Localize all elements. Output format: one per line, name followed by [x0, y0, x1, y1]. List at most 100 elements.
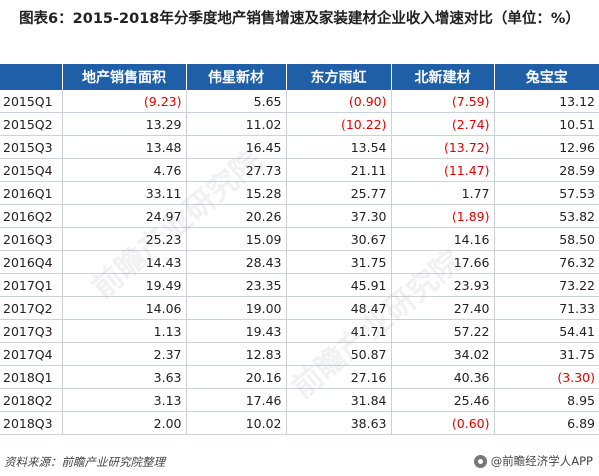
row-label: 2015Q1 [0, 90, 63, 113]
table-row: 2015Q3 13.48 16.45 13.54 (13.72) 12.96 [0, 135, 599, 159]
table-row: 2018Q1 3.63 20.16 27.16 40.36 (3.30) [0, 365, 599, 389]
table-cell: 1.13 [62, 319, 187, 343]
table-cell: 14.16 [391, 227, 495, 251]
table-cell: 25.23 [62, 227, 187, 251]
table-cell: 41.71 [286, 319, 392, 343]
table-cell: (3.30) [494, 365, 599, 389]
table-header-row: 地产销售面积 伟星新材 东方雨虹 北新建材 兔宝宝 [0, 64, 599, 90]
table-cell: 33.11 [62, 181, 187, 205]
table-cell: 15.09 [186, 227, 287, 251]
table-cell: 20.26 [186, 204, 287, 228]
table-cell: 54.41 [494, 319, 599, 343]
table-row: 2016Q4 14.43 28.43 31.75 17.66 76.32 [0, 250, 599, 274]
table-cell: 13.12 [494, 90, 599, 113]
table-row: 2017Q1 19.49 23.35 45.91 23.93 73.22 [0, 273, 599, 297]
table-cell: 12.96 [494, 135, 599, 159]
table-cell: 2.00 [62, 411, 187, 435]
table-row: 2017Q3 1.13 19.43 41.71 57.22 54.41 [0, 319, 599, 343]
table-cell: 40.36 [391, 365, 495, 389]
header-oriental-yuhong: 东方雨虹 [286, 64, 392, 90]
header-bnbm: 北新建材 [391, 64, 495, 90]
table-cell: 76.32 [494, 250, 599, 274]
table-row: 2016Q3 25.23 15.09 30.67 14.16 58.50 [0, 227, 599, 251]
table-cell: (13.72) [391, 135, 495, 159]
table-cell: 21.11 [286, 158, 392, 182]
table-cell: (1.89) [391, 204, 495, 228]
table-cell: 48.47 [286, 296, 392, 320]
row-label: 2016Q1 [0, 181, 63, 205]
table-cell: 10.51 [494, 112, 599, 136]
table-cell: 30.67 [286, 227, 392, 251]
table-body: 2015Q1 (9.23) 5.65 (0.90) (7.59) 13.12 2015Q2 1… [0, 90, 599, 435]
table-cell: (7.59) [391, 90, 495, 113]
table-cell: 11.02 [186, 112, 287, 136]
header-weixing-new-materials: 伟星新材 [186, 64, 287, 90]
table-cell: (10.22) [286, 112, 392, 136]
table-cell: 12.83 [186, 342, 287, 366]
table-row: 2015Q1 (9.23) 5.65 (0.90) (7.59) 13.12 [0, 90, 599, 113]
row-label: 2018Q2 [0, 388, 63, 412]
header-property-sales-area: 地产销售面积 [62, 64, 187, 90]
table-cell: 13.54 [286, 135, 392, 159]
data-table: 地产销售面积 伟星新材 东方雨虹 北新建材 兔宝宝 2015Q1 (9.23) 5.… [0, 64, 599, 435]
row-label: 2017Q1 [0, 273, 63, 297]
table-cell: (0.90) [286, 90, 392, 113]
table-cell: 27.40 [391, 296, 495, 320]
row-label: 2015Q4 [0, 158, 63, 182]
table-row: 2018Q2 3.13 17.46 31.84 25.46 8.95 [0, 388, 599, 412]
table-cell: 5.65 [186, 90, 287, 113]
table-cell: 58.50 [494, 227, 599, 251]
table-cell: 24.97 [62, 204, 187, 228]
table-cell: 25.46 [391, 388, 495, 412]
row-label: 2016Q2 [0, 204, 63, 228]
header-tubaobao: 兔宝宝 [494, 64, 599, 90]
table-cell: 27.73 [186, 158, 287, 182]
table-cell: 31.84 [286, 388, 392, 412]
row-label: 2015Q3 [0, 135, 63, 159]
table-cell: 34.02 [391, 342, 495, 366]
table-cell: 3.63 [62, 365, 187, 389]
table-cell: 10.02 [186, 411, 287, 435]
table-cell: 23.35 [186, 273, 287, 297]
row-label: 2016Q4 [0, 250, 63, 274]
row-label: 2017Q4 [0, 342, 63, 366]
table-cell: 19.49 [62, 273, 187, 297]
table-cell: 31.75 [494, 342, 599, 366]
table-cell: 14.43 [62, 250, 187, 274]
table-cell: 2.37 [62, 342, 187, 366]
table-cell: 73.22 [494, 273, 599, 297]
table-cell: 17.46 [186, 388, 287, 412]
table-cell: 3.13 [62, 388, 187, 412]
table-cell: 53.82 [494, 204, 599, 228]
table-cell: 14.06 [62, 296, 187, 320]
table-cell: 28.43 [186, 250, 287, 274]
table-cell: (11.47) [391, 158, 495, 182]
table-cell: (9.23) [62, 90, 187, 113]
table-cell: 28.59 [494, 158, 599, 182]
table-cell: 45.91 [286, 273, 392, 297]
table-cell: 15.28 [186, 181, 287, 205]
brand-credit: @前瞻经济学人APP [473, 453, 593, 469]
row-label: 2018Q1 [0, 365, 63, 389]
table-cell: 50.87 [286, 342, 392, 366]
table-cell: 31.75 [286, 250, 392, 274]
table-cell: 16.45 [186, 135, 287, 159]
table-cell: 13.48 [62, 135, 187, 159]
table-cell: 57.22 [391, 319, 495, 343]
brand-logo-icon [473, 454, 487, 468]
table-row: 2018Q3 2.00 10.02 38.63 (0.60) 6.89 [0, 411, 599, 435]
table-cell: 17.66 [391, 250, 495, 274]
table-cell: 19.43 [186, 319, 287, 343]
table-cell: 71.33 [494, 296, 599, 320]
table-cell: (0.60) [391, 411, 495, 435]
table-cell: 19.00 [186, 296, 287, 320]
table-row: 2017Q4 2.37 12.83 50.87 34.02 31.75 [0, 342, 599, 366]
chart-title: 图表6：2015-2018年分季度地产销售增速及家装建材企业收入增速对比（单位：… [19, 11, 580, 27]
table-cell: 4.76 [62, 158, 187, 182]
row-label: 2016Q3 [0, 227, 63, 251]
source-note: 资料来源：前瞻产业研究院整理 [4, 455, 165, 469]
brand-credit-text: @前瞻经济学人APP [490, 454, 593, 468]
table-cell: (2.74) [391, 112, 495, 136]
table-cell: 8.95 [494, 388, 599, 412]
table-cell: 25.77 [286, 181, 392, 205]
